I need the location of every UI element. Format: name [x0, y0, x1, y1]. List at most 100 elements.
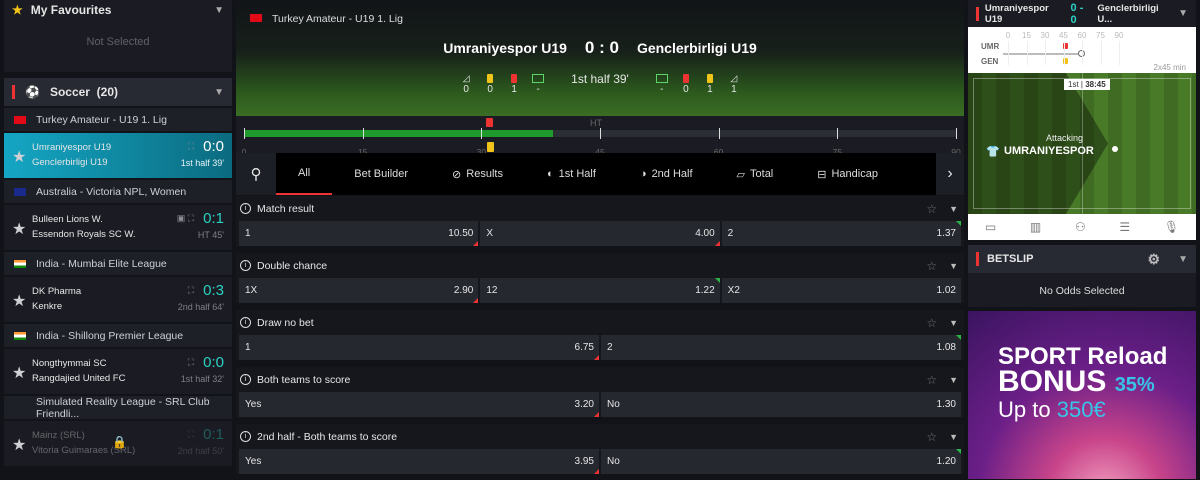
- australia-flag-icon: [14, 187, 26, 196]
- stats-icon[interactable]: ▥: [1029, 220, 1042, 234]
- betslip-header[interactable]: BETSLIP ⚙ ▼: [968, 245, 1196, 273]
- odds-button[interactable]: 12 1.22: [480, 278, 720, 303]
- match-row[interactable]: ★ Umraniyespor U19 Genclerbirligi U19 0:0 1s…: [4, 133, 232, 178]
- search-button[interactable]: ⚲: [236, 153, 276, 195]
- favourite-star-icon[interactable]: ☆: [926, 315, 938, 330]
- tracker-header[interactable]: Umraniyespor U19 0 - 0 Genclerbirligi U...…: [968, 0, 1196, 27]
- away-stat-value: -: [660, 84, 664, 95]
- favourite-star-icon[interactable]: ★: [12, 365, 27, 382]
- market-header[interactable]: i 2nd half - Both teams to score ☆ ▼: [236, 424, 964, 449]
- favourite-star-icon[interactable]: ☆: [926, 258, 938, 273]
- market-header[interactable]: i Double chance ☆ ▼: [236, 253, 964, 278]
- league-row[interactable]: India - Shillong Premier League: [4, 324, 232, 347]
- right-panel: Umraniyespor U19 0 - 0 Genclerbirligi U...…: [968, 0, 1196, 479]
- market-header[interactable]: i Both teams to score ☆ ▼: [236, 367, 964, 392]
- away-team: Vitoria Guimaraes (SRL): [32, 445, 136, 456]
- away-stat-value: 1: [731, 84, 737, 95]
- favourite-star-icon[interactable]: ★: [12, 293, 27, 310]
- market-draw-no-bet: i Draw no bet ☆ ▼ 1 6.75 2 1.08: [236, 310, 964, 366]
- live-tracker-icon: ⛶: [187, 141, 194, 151]
- favourite-star-icon[interactable]: ★: [12, 149, 27, 166]
- chevron-down-icon[interactable]: ▼: [949, 374, 958, 385]
- match-period: 1st half 39': [571, 72, 629, 86]
- market-header[interactable]: i Draw no bet ☆ ▼: [236, 310, 964, 335]
- gear-icon[interactable]: ⚙: [1147, 250, 1161, 267]
- tab-results[interactable]: ⊘ Results: [430, 153, 525, 195]
- pitch-icon[interactable]: ▭: [984, 220, 997, 234]
- info-icon[interactable]: i: [240, 374, 251, 385]
- league-row[interactable]: Turkey Amateur - U19 1. Lig: [4, 108, 232, 131]
- info-icon[interactable]: i: [240, 317, 251, 328]
- tab-all[interactable]: All: [276, 153, 333, 195]
- outcome-label: 12: [486, 285, 498, 296]
- info-icon[interactable]: i: [240, 431, 251, 442]
- odds-button[interactable]: X 4.00: [480, 221, 720, 246]
- match-row[interactable]: ★ Mainz (SRL) Vitoria Guimaraes (SRL) 0:1 2n…: [4, 421, 232, 466]
- tab-1st-half[interactable]: ◐ 1st Half: [525, 153, 618, 195]
- favourite-star-icon[interactable]: ☆: [926, 201, 938, 216]
- tab-icon: ▱: [736, 168, 746, 181]
- event-league: Turkey Amateur - U19 1. Lig: [250, 13, 403, 25]
- league-row[interactable]: Australia - Victoria NPL, Women: [4, 180, 232, 203]
- chevron-down-icon[interactable]: ▼: [949, 260, 958, 271]
- tracker-team: UMRANIYESPOR: [1004, 145, 1094, 157]
- league-row[interactable]: India - Mumbai Elite League: [4, 252, 232, 275]
- home-team: Mainz (SRL): [32, 430, 85, 441]
- tracker-gridline: [1119, 41, 1120, 65]
- tab-bet-builder[interactable]: Bet Builder: [332, 153, 430, 195]
- league-row[interactable]: Simulated Reality League - SRL Club Frie…: [4, 396, 232, 420]
- odds-button[interactable]: 1X 2.90: [239, 278, 479, 303]
- list-icon[interactable]: ☰: [1119, 220, 1131, 234]
- match-row[interactable]: ★ DK Pharma Kenkre 0:3 2nd half 64' ⛶: [4, 277, 232, 322]
- chevron-down-icon[interactable]: ▼: [949, 431, 958, 442]
- chevron-down-icon[interactable]: ▼: [214, 86, 224, 98]
- info-icon[interactable]: i: [240, 203, 251, 214]
- match-info: Nongthymmai SC Rangdajied United FC 0:0 1st…: [4, 349, 232, 394]
- odds-button[interactable]: Yes 3.95: [239, 449, 599, 474]
- sport-header-soccer[interactable]: ⚽ Soccer (20) ▼: [4, 78, 232, 106]
- favourite-star-icon[interactable]: ☆: [926, 429, 938, 444]
- chevron-down-icon[interactable]: ▼: [949, 317, 958, 328]
- odds-button[interactable]: No 1.30: [601, 392, 961, 417]
- yellow-card-icon: [483, 72, 497, 84]
- odds-button[interactable]: No 1.20: [601, 449, 961, 474]
- timeline-tick-label: 75: [832, 147, 843, 157]
- league-name: Turkey Amateur - U19 1. Lig: [36, 113, 167, 126]
- tab-2nd-half[interactable]: ◑ 2nd Half: [618, 153, 715, 195]
- tab-handicap[interactable]: ⊟ Handicap: [795, 153, 900, 195]
- away-stat-value: 1: [707, 84, 713, 95]
- home-team: Bulleen Lions W.: [32, 214, 103, 225]
- match-stats: ◿ 0 0 1-1st half 39' -0 1 ◿ 1: [236, 72, 964, 95]
- favourite-star-icon[interactable]: ☆: [926, 372, 938, 387]
- chevron-down-icon[interactable]: ▼: [949, 203, 958, 214]
- match-row[interactable]: ★ Bulleen Lions W. Essendon Royals SC W. 0:…: [4, 205, 232, 250]
- timeline-tick: [244, 128, 245, 139]
- odds-button[interactable]: 2 1.37: [721, 221, 962, 246]
- red-card-icon: [679, 72, 693, 84]
- sport-title: Soccer: [49, 85, 90, 99]
- promo-banner[interactable]: SPORT Reload BONUS 35% Up to 350€: [968, 311, 1196, 479]
- market-title: Match result: [257, 202, 315, 215]
- info-icon[interactable]: i: [240, 260, 251, 271]
- chevron-down-icon[interactable]: ▼: [214, 4, 224, 16]
- favourite-star-icon[interactable]: ★: [12, 437, 27, 454]
- chevron-down-icon[interactable]: ▼: [1178, 8, 1188, 19]
- match-format: 2x45 min: [1153, 63, 1186, 72]
- tab-total[interactable]: ▱ Total: [715, 153, 796, 195]
- odds-button[interactable]: X2 1.02: [721, 278, 961, 303]
- home-abbr: UMR: [981, 42, 1000, 51]
- microphone-icon[interactable]: 🎙: [1163, 220, 1180, 234]
- odds-button[interactable]: 1 10.50: [239, 221, 479, 246]
- market-double-chance: i Double chance ☆ ▼ 1X 2.90 12 1.22 X2 1.02: [236, 253, 964, 309]
- tabs-next-arrow[interactable]: ›: [936, 153, 964, 195]
- lineups-icon[interactable]: ⚇: [1074, 220, 1086, 234]
- favourites-header[interactable]: ★ My Favourites ▼: [4, 0, 232, 20]
- market-header[interactable]: i Match result ☆ ▼: [236, 196, 964, 221]
- odds-button[interactable]: 2 1.08: [601, 335, 961, 360]
- timeline-bar: 0 15 30 45 60 75 90: [242, 128, 961, 157]
- odds-button[interactable]: Yes 3.20: [239, 392, 599, 417]
- favourite-star-icon[interactable]: ★: [12, 221, 27, 238]
- match-row[interactable]: ★ Nongthymmai SC Rangdajied United FC 0:0 1s…: [4, 349, 232, 394]
- odds-button[interactable]: 1 6.75: [239, 335, 599, 360]
- chevron-down-icon[interactable]: ▼: [1178, 253, 1188, 265]
